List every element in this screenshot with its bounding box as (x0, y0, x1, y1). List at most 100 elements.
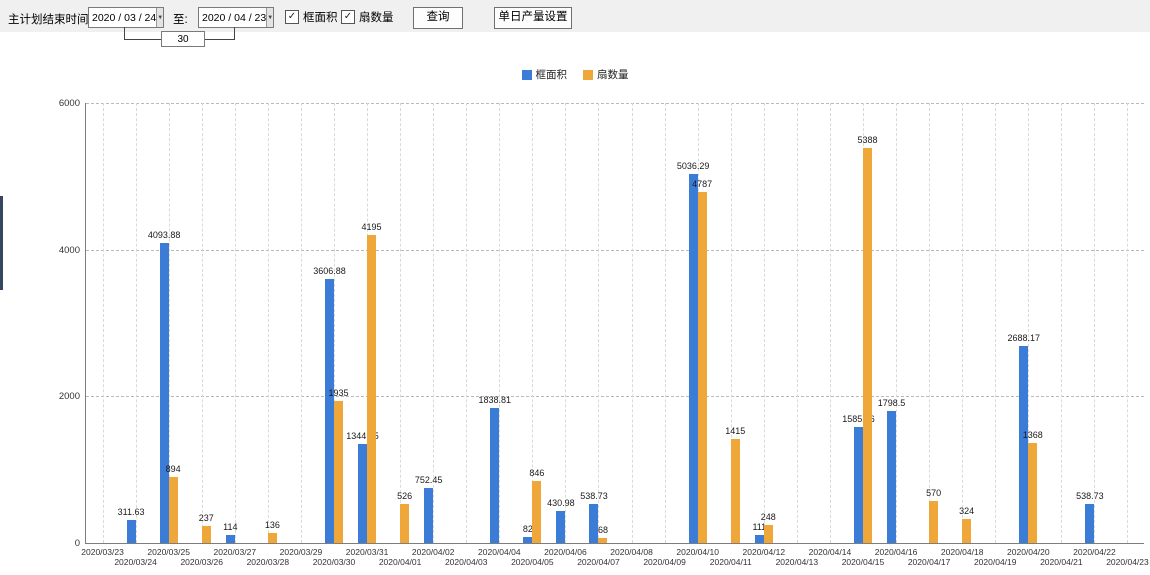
bar-frame-area-2020-03-24[interactable] (126, 520, 136, 543)
v-gridline (433, 103, 435, 543)
start-date-dropdown-button[interactable]: ▼ (156, 8, 164, 27)
bar-fan-count-2020-04-12[interactable] (763, 524, 773, 543)
x-axis-tick-label: 2020/03/26 (180, 557, 223, 567)
bar-frame-area-2020-03-25[interactable] (159, 242, 169, 543)
bar-fan-count-2020-04-01[interactable] (400, 504, 410, 543)
x-axis-tick-label: 2020/04/13 (775, 557, 819, 567)
bar-value-label: 311.63 (117, 507, 145, 518)
v-gridline (631, 103, 633, 543)
bar-value-label: 4195 (361, 222, 382, 233)
bar-value-label: 5036.29 (676, 160, 710, 171)
bar-value-label: 4787 (692, 178, 713, 189)
bar-fan-count-2020-04-15[interactable] (862, 147, 872, 543)
checkbox-frame-area-label: 框面积 (303, 12, 338, 24)
query-button[interactable]: 查询 (413, 7, 463, 29)
bar-frame-area-2020-04-02[interactable] (424, 487, 434, 543)
v-gridline (267, 103, 269, 543)
checkbox-frame-area[interactable]: ✓ 框面积 (285, 9, 338, 25)
bar-frame-area-2020-04-22[interactable] (1085, 503, 1095, 543)
x-axis-tick-label: 2020/04/03 (444, 557, 488, 567)
x-axis-tick-label: 2020/04/08 (610, 547, 653, 557)
bar-value-label: 1838.81 (478, 395, 512, 406)
v-gridline (763, 103, 765, 543)
bar-fan-count-2020-03-31[interactable] (367, 235, 377, 543)
chevron-down-icon: ▼ (267, 14, 274, 21)
v-gridline (333, 103, 335, 543)
legend-label-fan-count: 扇数量 (597, 69, 629, 81)
y-axis-tick-label: 4000 (58, 244, 80, 256)
v-gridline (300, 103, 302, 543)
v-gridline (234, 103, 236, 543)
bar-fan-count-2020-04-10[interactable] (697, 191, 707, 543)
bar-fan-count-2020-03-25[interactable] (168, 477, 178, 543)
chart: 框面积 扇数量 0 2000 4000 6000 2020/03/23 2020/03/2… (0, 55, 1150, 575)
y-axis-tick-label: 6000 (58, 98, 80, 109)
start-date-picker[interactable]: 2020 / 03 / 24 ▼ (88, 7, 164, 28)
x-axis-tick-label: 2020/04/15 (841, 557, 885, 567)
check-icon: ✓ (287, 11, 297, 22)
bar-frame-area-2020-04-20[interactable] (1019, 345, 1029, 543)
bar-fan-count-2020-04-07[interactable] (598, 538, 608, 543)
bar-fan-count-2020-04-11[interactable] (730, 439, 740, 543)
bar-fan-count-2020-03-26[interactable] (201, 525, 211, 543)
to-label: 至: (173, 14, 188, 26)
h-gridline (86, 103, 1144, 104)
bar-frame-area-2020-03-30[interactable] (324, 278, 334, 543)
x-axis-tick-label: 2020/04/07 (577, 557, 620, 567)
bar-value-label: 5388 (857, 134, 878, 145)
bar-frame-area-2020-04-15[interactable] (853, 426, 863, 543)
bar-frame-area-2020-03-31[interactable] (358, 444, 368, 543)
bar-fan-count-2020-04-18[interactable] (962, 519, 972, 543)
days-between-input[interactable] (161, 31, 205, 47)
x-axis-tick-label: 2020/04/19 (973, 557, 1017, 567)
bar-value-label: 136 (264, 520, 280, 531)
bar-fan-count-2020-03-30[interactable] (333, 401, 343, 543)
bar-frame-area-2020-04-16[interactable] (887, 411, 897, 543)
bar-fan-count-2020-04-17[interactable] (929, 501, 939, 543)
h-gridline (86, 249, 1144, 251)
end-date-picker[interactable]: 2020 / 04 / 23 ▼ (198, 7, 274, 28)
bar-value-label: 752.45 (414, 474, 443, 485)
v-gridline (532, 103, 534, 543)
bar-value-label: 1368 (1022, 429, 1043, 440)
x-axis-tick-label: 2020/04/05 (511, 557, 554, 567)
x-axis-tick-label: 2020/04/16 (874, 547, 918, 557)
v-gridline (135, 103, 137, 543)
checkbox-fan-count[interactable]: ✓ 扇数量 (341, 9, 394, 25)
v-gridline (829, 103, 831, 543)
v-gridline (929, 103, 931, 543)
x-axis-tick-label: 2020/03/30 (312, 557, 356, 567)
toolbar: 主计划结束时间: 2020 / 03 / 24 ▼ 至: 2020 / 04 /… (0, 0, 1150, 32)
legend-swatch-fan-count (583, 69, 593, 80)
bar-frame-area-2020-04-06[interactable] (556, 511, 566, 543)
bar-value-label: 3606.88 (313, 265, 346, 276)
x-axis-tick-label: 2020/04/01 (378, 557, 422, 567)
x-axis-tick-label: 2020/04/04 (478, 547, 521, 557)
bar-value-label: 1344.95 (346, 431, 379, 442)
left-edge-artifact (0, 196, 3, 290)
bar-frame-area-2020-04-10[interactable] (688, 173, 698, 543)
y-axis-tick-label: 2000 (58, 391, 80, 403)
bar-fan-count-2020-03-28[interactable] (267, 533, 277, 543)
checkbox-box: ✓ (341, 10, 355, 24)
bar-frame-area-2020-04-04[interactable] (490, 408, 500, 543)
bar-frame-area-2020-03-27[interactable] (225, 534, 235, 543)
bar-fan-count-2020-04-20[interactable] (1028, 442, 1038, 543)
bar-frame-area-2020-04-07[interactable] (589, 503, 599, 543)
legend-item-frame-area: 框面积 (521, 67, 567, 82)
daily-output-settings-button[interactable]: 单日产量设置 (494, 7, 572, 29)
bar-frame-area-2020-04-05[interactable] (523, 537, 533, 543)
v-gridline (201, 103, 203, 543)
bar-value-label: 324 (959, 506, 975, 517)
v-gridline (102, 103, 104, 543)
v-gridline (1094, 103, 1096, 543)
v-gridline (995, 103, 997, 543)
bar-value-label: 526 (397, 491, 413, 502)
bar-value-label: 1415 (725, 426, 746, 437)
bar-value-label: 2688.17 (1007, 332, 1041, 343)
end-date-dropdown-button[interactable]: ▼ (266, 8, 274, 27)
bar-fan-count-2020-04-05[interactable] (532, 480, 542, 543)
legend-item-fan-count: 扇数量 (583, 67, 629, 82)
bar-frame-area-2020-04-12[interactable] (754, 534, 764, 543)
